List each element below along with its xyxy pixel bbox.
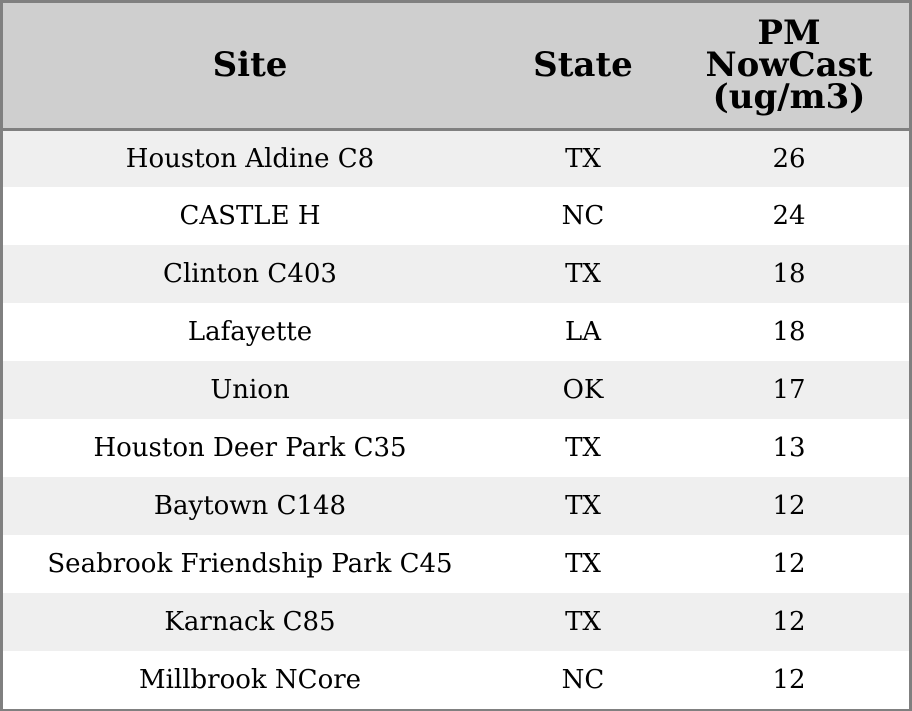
state-cell: LA (564, 317, 602, 347)
pm-nowcast-table: Site State PM NowCast (ug/m3) Houston Al… (3, 3, 909, 709)
table-row: Union OK 17 (3, 361, 909, 419)
pm-value-cell: 18 (772, 259, 806, 289)
state-cell: NC (561, 201, 605, 231)
pm-value-cell: 18 (772, 317, 806, 347)
column-header-pm-nowcast: PM NowCast (ug/m3) (669, 3, 909, 131)
table-header: Site State PM NowCast (ug/m3) (3, 3, 909, 131)
pm-value-cell: 12 (772, 665, 806, 695)
table-row: Houston Deer Park C35 TX 13 (3, 419, 909, 477)
pm-value-cell: 17 (772, 375, 806, 405)
table-row: Clinton C403 TX 18 (3, 245, 909, 303)
site-cell: Karnack C85 (164, 607, 336, 637)
table-row: Houston Aldine C8 TX 26 (3, 129, 909, 187)
site-cell: Houston Aldine C8 (125, 143, 375, 174)
header-row: Site State PM NowCast (ug/m3) (3, 3, 909, 131)
column-header-site: Site (3, 3, 497, 131)
pm-value-cell: 13 (772, 433, 806, 463)
table-row: CASTLE H NC 24 (3, 187, 909, 245)
site-cell: Union (210, 375, 290, 405)
state-cell: TX (565, 491, 601, 521)
state-cell: TX (565, 143, 601, 174)
pm-value-cell: 26 (772, 143, 806, 174)
state-cell: NC (561, 665, 605, 695)
pm-header-line-1: PM (757, 13, 821, 54)
table-row: Millbrook NCore NC 12 (3, 651, 909, 709)
site-cell: Lafayette (187, 317, 313, 347)
table-row: Karnack C85 TX 12 (3, 593, 909, 651)
pm-value-cell: 12 (772, 491, 806, 521)
column-header-state: State (497, 3, 669, 131)
site-cell: Clinton C403 (163, 259, 337, 289)
pm-value-cell: 12 (772, 607, 806, 637)
table-row: Baytown C148 TX 12 (3, 477, 909, 535)
site-cell: Millbrook NCore (138, 665, 362, 695)
pm-header-line-2: NowCast (705, 45, 873, 86)
state-cell: TX (565, 549, 601, 579)
state-cell: TX (565, 607, 601, 637)
site-cell: Baytown C148 (153, 491, 347, 521)
pm-header-line-3: (ug/m3) (712, 77, 866, 118)
pm-value-cell: 12 (772, 549, 806, 579)
table-row: Lafayette LA 18 (3, 303, 909, 361)
site-cell: CASTLE H (179, 201, 321, 231)
site-cell: Houston Deer Park C35 (93, 433, 407, 463)
pm-value-cell: 24 (772, 201, 806, 231)
state-cell: OK (562, 375, 604, 405)
table-row: Seabrook Friendship Park C45 TX 12 (3, 535, 909, 593)
state-cell: TX (565, 259, 601, 289)
table-body: Houston Aldine C8 TX 26 CASTLE H NC 24 C… (3, 129, 909, 709)
site-cell: Seabrook Friendship Park C45 (47, 549, 453, 579)
state-cell: TX (565, 433, 601, 463)
